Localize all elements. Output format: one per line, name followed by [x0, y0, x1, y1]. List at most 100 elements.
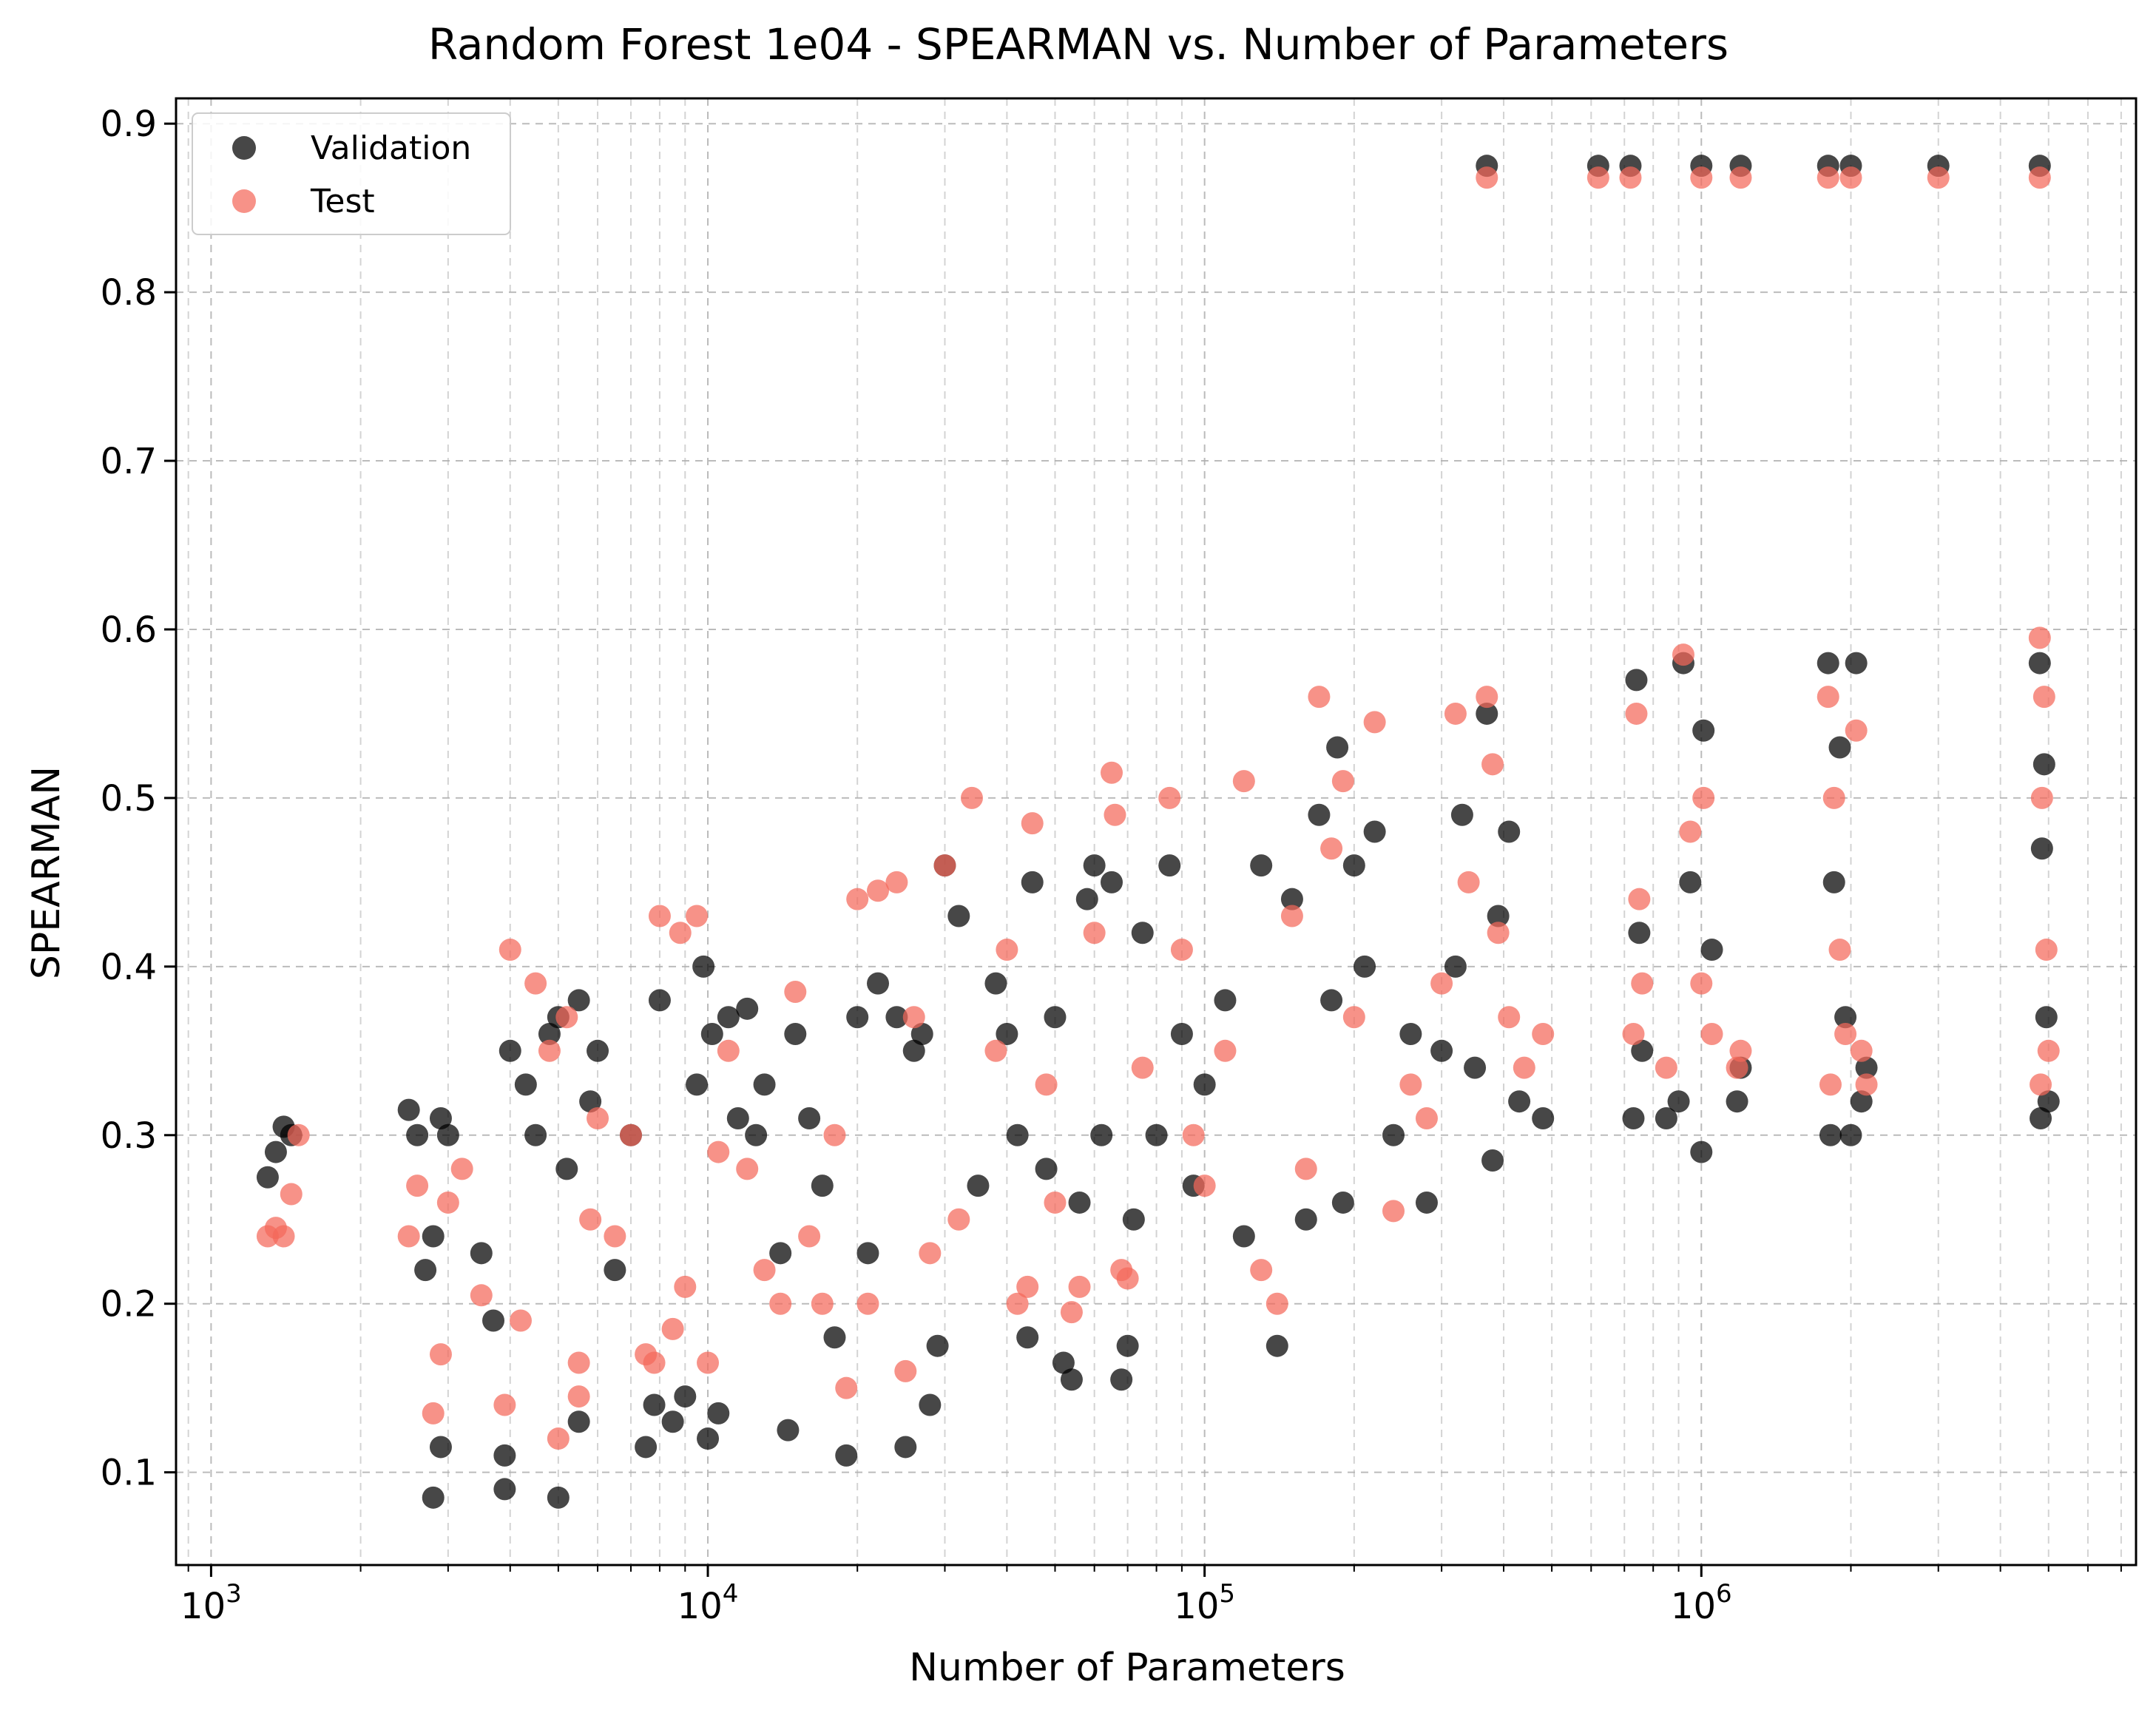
- data-point: [1415, 1191, 1438, 1214]
- data-point: [1927, 166, 1950, 189]
- data-point: [1464, 1056, 1487, 1079]
- data-point: [567, 1351, 590, 1374]
- data-point: [1308, 803, 1331, 826]
- y-tick-label: 0.9: [101, 104, 157, 145]
- data-point: [835, 1376, 858, 1399]
- data-point: [1326, 736, 1349, 759]
- data-point: [919, 1393, 942, 1416]
- data-point: [769, 1242, 792, 1265]
- y-tick-label: 0.7: [101, 441, 157, 482]
- data-point: [587, 1106, 609, 1129]
- data-point: [1320, 837, 1343, 860]
- data-point: [547, 1486, 570, 1509]
- data-point: [1158, 854, 1181, 877]
- data-point: [1116, 1334, 1139, 1357]
- data-point: [835, 1444, 858, 1467]
- data-point: [784, 981, 807, 1004]
- data-point: [1021, 812, 1044, 835]
- data-point: [753, 1073, 776, 1096]
- legend: Validation Test: [192, 112, 511, 235]
- data-point: [1628, 888, 1651, 910]
- data-point: [686, 905, 709, 927]
- data-point: [736, 1158, 759, 1180]
- legend-label-validation: Validation: [311, 129, 471, 167]
- data-point: [429, 1436, 452, 1459]
- data-point: [524, 1123, 547, 1146]
- data-point: [264, 1140, 287, 1163]
- data-point: [1690, 972, 1713, 995]
- data-point: [567, 989, 590, 1012]
- data-point: [1498, 1006, 1521, 1029]
- data-point: [1622, 1023, 1645, 1046]
- x-tick-label: 103: [180, 1579, 242, 1627]
- data-point: [1122, 1208, 1145, 1231]
- data-point: [707, 1140, 730, 1163]
- data-point: [1487, 922, 1510, 944]
- data-point: [967, 1175, 990, 1197]
- data-point: [1690, 166, 1713, 189]
- data-point: [1214, 1039, 1237, 1062]
- data-point: [1631, 972, 1654, 995]
- data-point: [1532, 1023, 1555, 1046]
- data-point: [2030, 1106, 2052, 1129]
- data-point: [823, 1326, 846, 1349]
- data-point: [2028, 626, 2051, 649]
- data-point: [538, 1023, 561, 1046]
- data-point: [1834, 1006, 1857, 1029]
- data-point: [1193, 1073, 1216, 1096]
- x-tick-label: 105: [1174, 1579, 1235, 1627]
- data-point: [1415, 1106, 1438, 1129]
- data-point: [996, 1023, 1018, 1046]
- data-point: [648, 905, 671, 927]
- data-point: [436, 1191, 459, 1214]
- data-point: [514, 1073, 537, 1096]
- data-point: [1700, 939, 1723, 962]
- data-point: [1692, 719, 1715, 742]
- data-point: [1817, 686, 1839, 709]
- data-point: [1508, 1090, 1531, 1113]
- data-point: [798, 1225, 821, 1248]
- data-point: [1444, 702, 1467, 725]
- data-point: [470, 1284, 493, 1307]
- data-point: [736, 997, 759, 1020]
- data-point: [1320, 989, 1343, 1012]
- data-points: [256, 155, 2060, 1509]
- data-point: [1850, 1039, 1873, 1062]
- data-point: [784, 1023, 807, 1046]
- data-point: [635, 1436, 658, 1459]
- data-point: [1170, 939, 1193, 962]
- data-point: [707, 1402, 730, 1425]
- data-point: [1265, 1292, 1288, 1315]
- data-point: [1382, 1200, 1405, 1223]
- data-point: [1481, 1149, 1504, 1172]
- data-point: [493, 1444, 516, 1467]
- series-test: [256, 166, 2060, 1450]
- data-point: [686, 1073, 709, 1096]
- data-point: [1182, 1123, 1205, 1146]
- data-point: [429, 1106, 452, 1129]
- data-point: [1855, 1073, 1878, 1096]
- data-point: [1214, 989, 1237, 1012]
- data-point: [1399, 1073, 1422, 1096]
- data-point: [1430, 1039, 1453, 1062]
- data-point: [1232, 1225, 1255, 1248]
- data-point: [1116, 1267, 1139, 1290]
- data-point: [1476, 702, 1498, 725]
- axis-ticks: 0.1 0.2 0.3 0.4 0.5 0.6 0.7 0.8 0.9 103 104 105 106: [101, 104, 2122, 1627]
- data-point: [885, 871, 908, 893]
- data-point: [280, 1183, 303, 1206]
- data-point: [1631, 1039, 1654, 1062]
- data-point: [1075, 888, 1098, 910]
- data-point: [1250, 854, 1273, 877]
- data-point: [1845, 719, 1868, 742]
- data-point: [2035, 1006, 2058, 1029]
- data-point: [669, 922, 692, 944]
- data-point: [996, 939, 1018, 962]
- data-point: [1700, 1023, 1723, 1046]
- chart-title: Random Forest 1e04 - SPEARMAN vs. Number…: [428, 19, 1728, 70]
- data-point: [538, 1039, 561, 1062]
- legend-marker-validation: [232, 136, 256, 160]
- data-point: [1729, 166, 1752, 189]
- data-point: [1021, 871, 1044, 893]
- data-point: [811, 1292, 834, 1315]
